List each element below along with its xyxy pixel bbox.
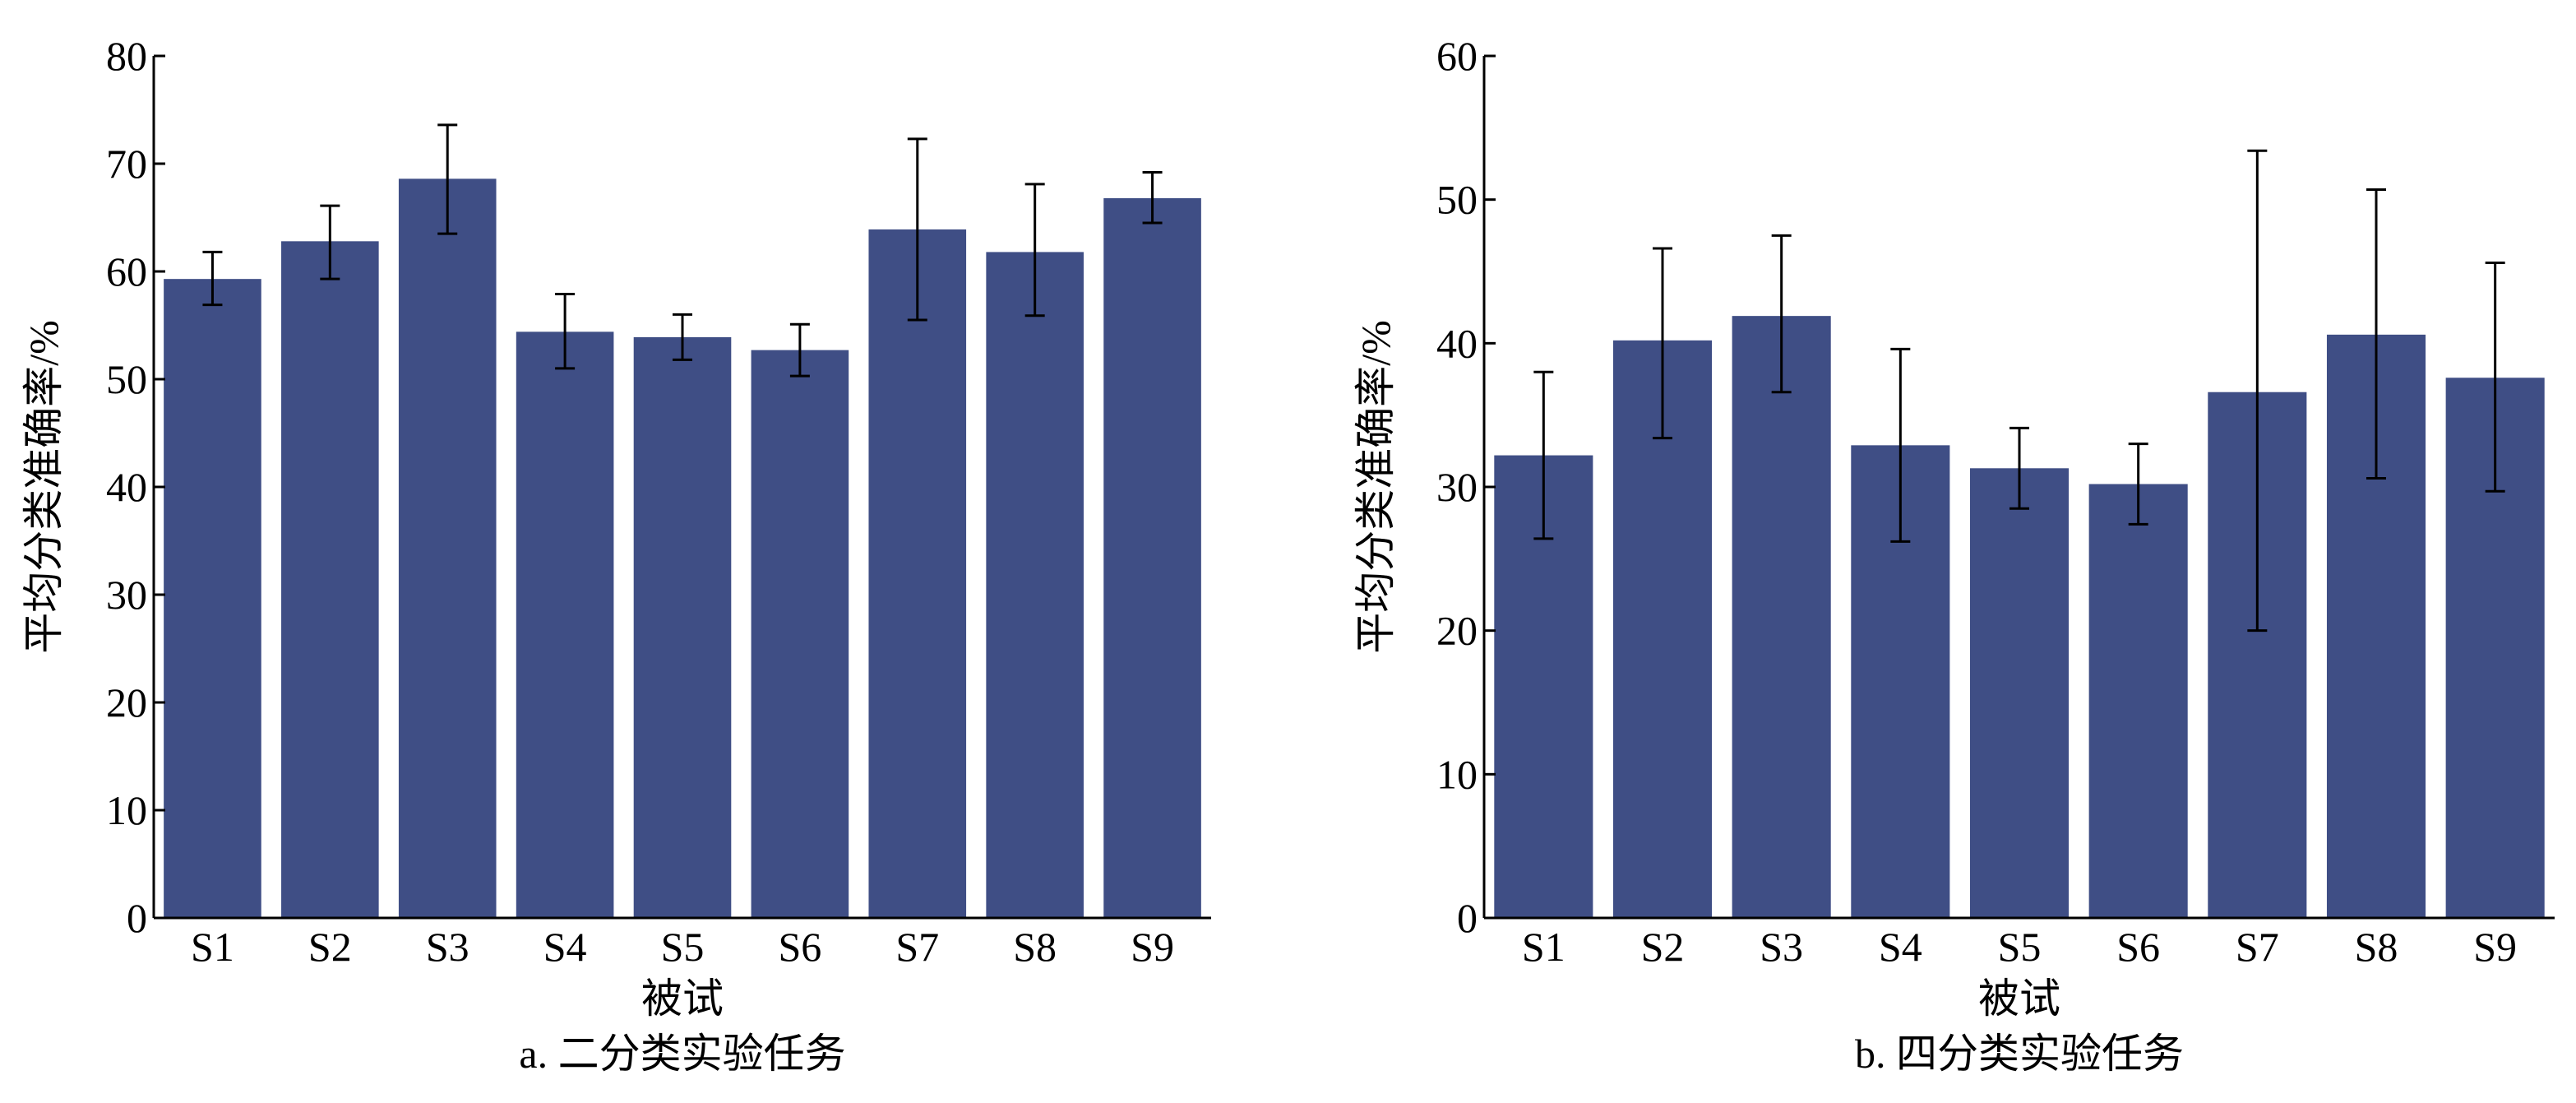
y-tick-label: 40: [106, 464, 147, 510]
error-bar-S3: [1771, 234, 1792, 394]
x-tick-label: S5: [1998, 924, 2042, 970]
y-axis-title: 平均分类准确率/%: [1353, 320, 1399, 654]
x-tick-label: S2: [308, 924, 352, 970]
x-tick-label: S5: [661, 924, 705, 970]
x-tick-label: S1: [1522, 924, 1565, 970]
y-tick-label: 50: [1436, 177, 1478, 223]
chart-panel-a: 0 10 20 30 40 50 60 70 80 S1 S2 S3 S4 S5 S6 S7 S8 S9 被试 平均分…: [21, 33, 1211, 1077]
bar-S4: [516, 331, 614, 918]
x-tick-label: S6: [2116, 924, 2160, 970]
error-bar-S1: [202, 250, 223, 307]
bar-S7: [868, 229, 967, 918]
x-tick-label: S3: [1760, 924, 1803, 970]
panel-caption: b. 四分类实验任务: [1855, 1031, 2184, 1077]
y-tick-label: 30: [1436, 464, 1478, 510]
x-tick-label: S1: [191, 924, 234, 970]
bar-S6: [2088, 484, 2188, 918]
x-tick-label: S4: [1879, 924, 1922, 970]
x-tick-label: S8: [1013, 924, 1057, 970]
error-bar-S7: [2247, 149, 2268, 633]
chart-panel-b: 0 10 20 30 40 50 60 S1 S2 S3 S4 S5 S6 S7 S8 S9 被试 平均分类准确率…: [1353, 33, 2555, 1077]
bar-S1: [164, 279, 261, 918]
y-tick-label: 70: [106, 141, 147, 187]
error-bar-S1: [1533, 370, 1554, 540]
y-tick-label: 0: [1457, 895, 1478, 941]
error-bar-S6: [789, 322, 810, 378]
bar-S5: [633, 336, 732, 918]
y-tick-label: 10: [106, 787, 147, 833]
y-tick-label: 50: [106, 356, 147, 402]
panel-caption: a. 二分类实验任务: [519, 1031, 845, 1077]
error-bar-S2: [320, 204, 340, 280]
x-tick-label: S9: [2473, 924, 2517, 970]
bar-S2: [281, 241, 379, 918]
y-tick-label: 10: [1436, 751, 1478, 797]
y-tick-label: 60: [106, 248, 147, 294]
bar-S6: [751, 350, 849, 918]
y-tick-label: 20: [106, 679, 147, 725]
y-tick-label: 80: [106, 33, 147, 79]
x-tick-label: S3: [426, 924, 469, 970]
y-axis-title: 平均分类准确率/%: [21, 320, 67, 654]
bar-S3: [1732, 316, 1831, 918]
error-bar-S5: [673, 313, 692, 361]
y-tick-label: 0: [127, 895, 147, 941]
error-bar-S7: [907, 137, 927, 322]
y-tick-label: 30: [106, 572, 147, 618]
bar-S3: [398, 178, 497, 919]
error-bar-S3: [437, 123, 458, 235]
bar-S5: [1969, 468, 2070, 918]
x-tick-label: S7: [895, 924, 939, 970]
x-axis-title: 被试: [641, 976, 724, 1022]
error-bar-S6: [2128, 443, 2148, 526]
x-tick-label: S2: [1641, 924, 1685, 970]
error-bar-S9: [1142, 170, 1163, 225]
x-tick-label: S7: [2236, 924, 2279, 970]
error-bar-S5: [2009, 426, 2029, 510]
x-axis-title: 被试: [1978, 976, 2060, 1022]
x-tick-label: S8: [2355, 924, 2398, 970]
error-bar-S9: [2485, 262, 2505, 493]
error-bar-S8: [2366, 188, 2386, 480]
error-bar-S4: [555, 293, 576, 370]
y-tick-label: 20: [1436, 608, 1478, 654]
bar-S9: [1103, 197, 1201, 919]
x-tick-label: S6: [778, 924, 821, 970]
error-bar-S4: [1890, 347, 1911, 543]
y-tick-label: 60: [1436, 33, 1478, 79]
x-tick-label: S4: [543, 924, 587, 970]
bar-S8: [986, 252, 1084, 918]
error-bar-S8: [1024, 183, 1045, 317]
y-tick-label: 40: [1436, 320, 1478, 366]
x-tick-label: S9: [1131, 924, 1174, 970]
error-bar-S2: [1653, 247, 1672, 440]
